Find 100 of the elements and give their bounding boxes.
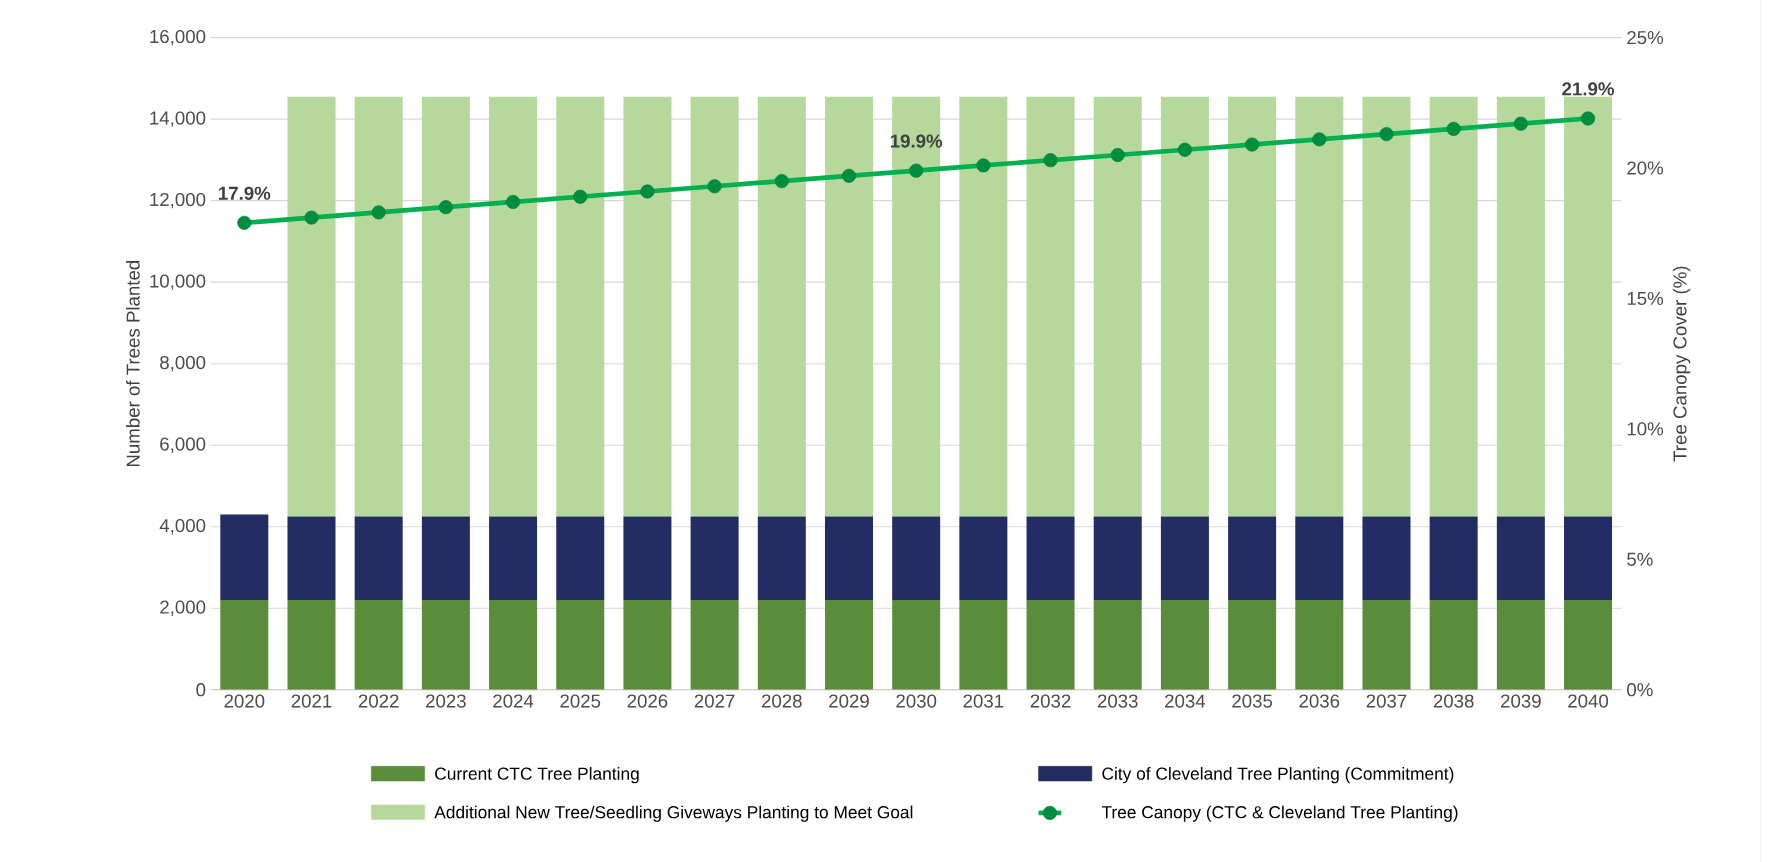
point xyxy=(1110,147,1125,162)
point xyxy=(304,210,319,225)
bar xyxy=(1160,96,1209,517)
x-tick-label: 2035 xyxy=(1232,694,1273,708)
bar xyxy=(556,516,605,601)
y2-tick-label: 10% xyxy=(1627,422,1664,436)
point xyxy=(640,184,655,199)
bar xyxy=(1093,516,1142,601)
bar xyxy=(220,600,269,690)
point xyxy=(1312,132,1327,147)
x-tick-label: 2037 xyxy=(1366,694,1407,708)
bar xyxy=(757,96,806,517)
y-tick-label: 16,000 xyxy=(150,29,206,46)
bar xyxy=(1295,516,1344,601)
point xyxy=(506,194,521,209)
point xyxy=(976,158,991,173)
x-tick-label: 2026 xyxy=(627,694,668,708)
bar xyxy=(824,96,873,517)
x-tick-label: 2032 xyxy=(1030,694,1071,708)
bar xyxy=(824,516,873,601)
bar xyxy=(892,600,941,690)
x-tick-label: 2027 xyxy=(694,694,735,708)
bar xyxy=(1429,600,1478,690)
x-tick-label: 2025 xyxy=(560,694,601,708)
point xyxy=(1446,121,1461,136)
bar xyxy=(1496,96,1545,517)
bar xyxy=(1228,600,1277,690)
bar xyxy=(489,600,538,690)
bar xyxy=(623,516,672,601)
y2-tick-label: 25% xyxy=(1627,30,1664,45)
y-tick-label: 12,000 xyxy=(150,192,206,209)
x-tick-label: 2034 xyxy=(1165,694,1206,708)
point xyxy=(1379,127,1394,142)
bar xyxy=(1228,516,1277,601)
bar xyxy=(556,600,605,690)
bar xyxy=(287,600,336,690)
bar xyxy=(1496,516,1545,601)
x-tick-label: 2031 xyxy=(963,694,1004,708)
bar xyxy=(556,96,605,517)
point xyxy=(438,200,453,215)
x-tick-label: 2023 xyxy=(426,694,466,708)
x-tick-label: 2036 xyxy=(1299,694,1340,708)
bar xyxy=(1564,600,1613,690)
bar xyxy=(623,600,672,690)
bar xyxy=(489,516,538,601)
point xyxy=(1513,116,1528,131)
point xyxy=(1581,111,1596,126)
y-tick-label: 2,000 xyxy=(160,600,206,616)
bar xyxy=(690,96,739,517)
bar xyxy=(1362,600,1411,690)
bar xyxy=(1362,96,1411,517)
bar xyxy=(623,96,672,517)
bar xyxy=(421,96,470,517)
x-tick-label: 2040 xyxy=(1568,694,1609,708)
x-tick-label: 2030 xyxy=(896,694,937,708)
bar xyxy=(1362,516,1411,601)
point xyxy=(1245,137,1260,152)
bar xyxy=(1429,516,1478,601)
y-tick-label: 0 xyxy=(196,683,206,697)
point xyxy=(237,215,252,230)
bar xyxy=(1496,600,1545,690)
bar xyxy=(1429,96,1478,517)
bar xyxy=(220,514,269,601)
y-axis-title: Number of Trees Planted xyxy=(126,260,140,467)
x-tick-label: 2033 xyxy=(1097,694,1138,708)
y-tick-label: 8,000 xyxy=(160,355,206,372)
bar xyxy=(690,600,739,690)
x-tick-label: 2021 xyxy=(291,694,332,708)
bar xyxy=(959,516,1008,601)
x-tick-label: 2022 xyxy=(358,694,399,708)
bar xyxy=(1160,600,1209,690)
point xyxy=(573,189,588,204)
data-label: 21.9% xyxy=(1562,82,1614,96)
bar xyxy=(354,96,403,517)
y2-tick-label: 15% xyxy=(1627,291,1664,306)
bar xyxy=(421,516,470,601)
bar xyxy=(287,516,336,601)
legend-label: Tree Canopy (CTC & Cleveland Tree Planting) xyxy=(1101,805,1458,822)
bar xyxy=(489,96,538,517)
legend-label: Current CTC Tree Planting xyxy=(435,767,639,784)
bar xyxy=(690,516,739,601)
y-tick-label: 4,000 xyxy=(159,518,206,535)
bar xyxy=(354,600,403,690)
bar xyxy=(959,96,1008,517)
data-label: 17.9% xyxy=(219,186,271,200)
point xyxy=(707,179,722,194)
bar xyxy=(1093,96,1142,517)
bar xyxy=(892,516,941,601)
x-tick-label: 2029 xyxy=(829,694,869,708)
bar xyxy=(287,96,336,517)
bar xyxy=(757,600,806,690)
bar xyxy=(1026,96,1075,517)
point xyxy=(774,174,789,189)
x-tick-label: 2020 xyxy=(224,694,265,708)
bar xyxy=(959,600,1008,690)
bar xyxy=(1564,96,1613,517)
y2-tick-label: 5% xyxy=(1627,552,1653,566)
bar xyxy=(1026,516,1075,601)
y2-tick-label: 0% xyxy=(1627,683,1653,697)
point xyxy=(909,163,924,178)
